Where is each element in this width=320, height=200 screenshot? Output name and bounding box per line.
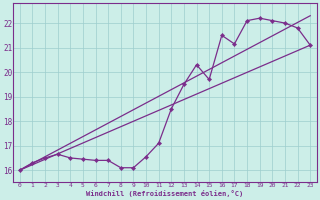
X-axis label: Windchill (Refroidissement éolien,°C): Windchill (Refroidissement éolien,°C) xyxy=(86,190,244,197)
